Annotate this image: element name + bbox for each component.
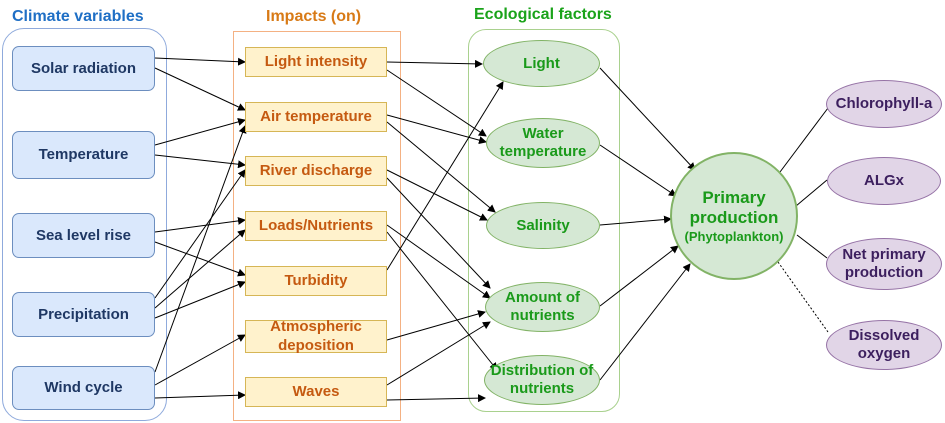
amount-of-nutrients-node: Amount of nutrients <box>485 282 600 332</box>
chlorophyll-a-node: Chlorophyll-a <box>826 80 942 128</box>
net-primary-production-node: Net primary production <box>826 238 942 290</box>
primary-production-node: Primary production (Phytoplankton) <box>670 152 798 280</box>
wind-cycle-node: Wind cycle <box>12 366 155 410</box>
primary-production-subtitle: (Phytoplankton) <box>684 228 784 244</box>
distribution-of-nutrients-node: Distribution of nutrients <box>484 355 600 405</box>
dissolved-oxygen-node: Dissolved oxygen <box>826 320 942 370</box>
turbidity-node: Turbidity <box>245 266 387 296</box>
atmospheric-deposition-node: Atmospheric deposition <box>245 318 387 354</box>
light-node: Light <box>483 40 600 87</box>
water-temperature-node: Water temperature <box>486 118 600 168</box>
loads-nutrients-node: Loads/Nutrients <box>245 211 387 241</box>
solar-radiation-node: Solar radiation <box>12 46 155 91</box>
primary-production-title: Primary production <box>689 187 779 228</box>
light-intensity-node: Light intensity <box>245 47 387 77</box>
ecological-factors-group <box>468 29 620 412</box>
climate-variables-group <box>2 28 167 421</box>
air-temperature-node: Air temperature <box>245 102 387 132</box>
impacts-group <box>233 31 401 421</box>
ecological-factors-header: Ecological factors <box>474 6 612 23</box>
sea-level-rise-node: Sea level rise <box>12 213 155 258</box>
river-discharge-node: River discharge <box>245 156 387 186</box>
salinity-node: Salinity <box>486 202 600 249</box>
impacts-header: Impacts (on) <box>266 8 362 25</box>
algx-node: ALGx <box>827 157 941 205</box>
climate-variables-header: Climate variables <box>12 8 144 25</box>
temperature-node: Temperature <box>12 131 155 179</box>
waves-node: Waves <box>245 377 387 407</box>
precipitation-node: Precipitation <box>12 292 155 337</box>
